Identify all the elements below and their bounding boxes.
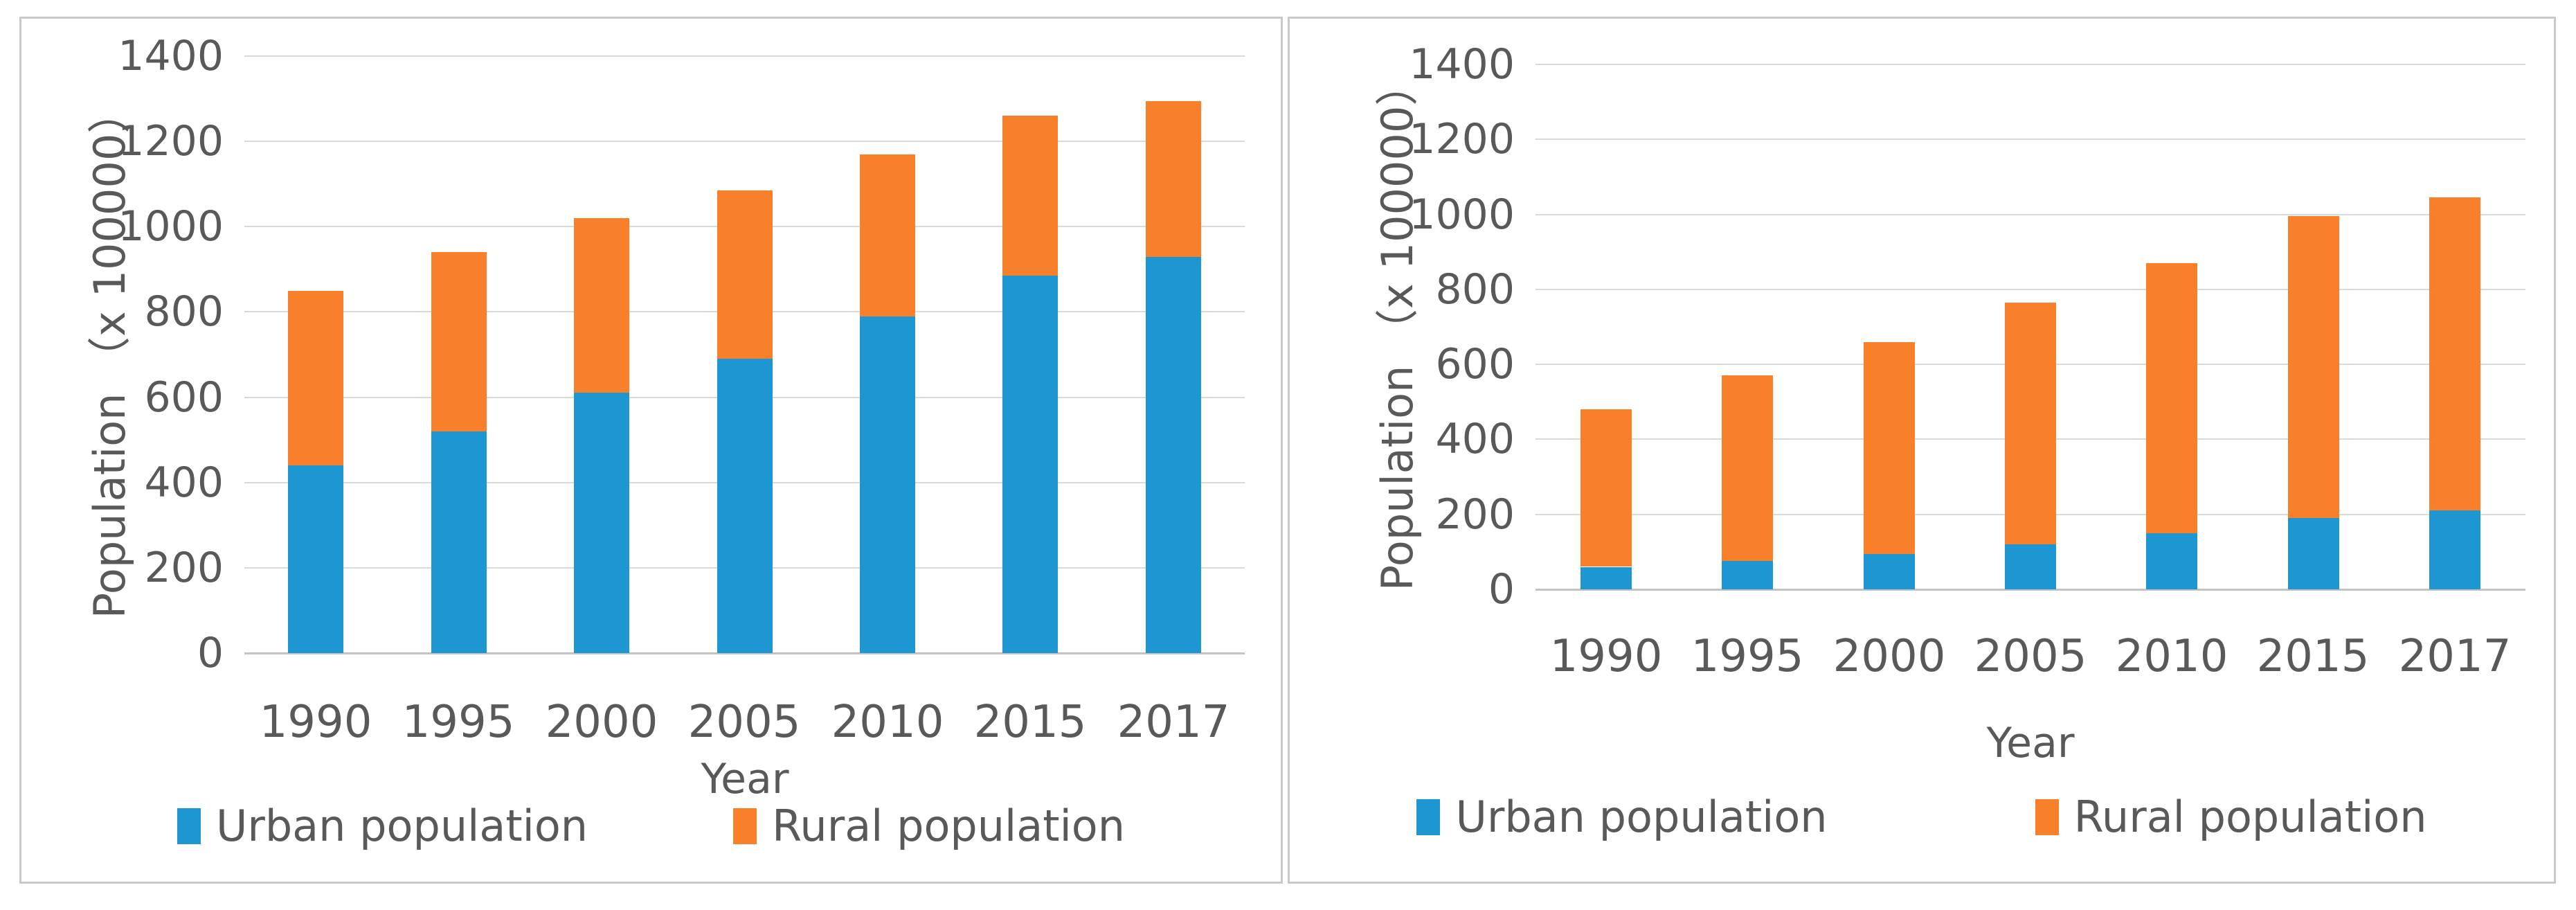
bar-rural-1990 [1580, 409, 1632, 566]
bar-urban-2000 [574, 393, 629, 653]
y-tick-label-0: 0 [197, 629, 224, 677]
y-tick-label-0: 0 [1488, 565, 1515, 614]
x-tick-label-2017: 2017 [1117, 697, 1230, 748]
x-tick-label-1990: 1990 [259, 697, 372, 748]
y-tick-label-400: 400 [144, 458, 224, 507]
x-tick-label-1995: 1995 [1691, 631, 1804, 682]
gridline-0 [244, 652, 1245, 654]
y-tick-label-600: 600 [1435, 340, 1515, 389]
gridline-1400 [244, 55, 1245, 57]
bar-rural-2017 [2429, 197, 2480, 510]
bar-rural-1995 [431, 252, 487, 431]
x-tick-label-2015: 2015 [973, 697, 1087, 748]
bar-rural-1995 [1722, 375, 1773, 561]
x-tick-label-2010: 2010 [831, 697, 944, 748]
left-legend-item-rural: Rural population [733, 802, 1125, 850]
left-legend: Urban population Rural population [21, 799, 1281, 854]
x-tick-label-2005: 2005 [1974, 631, 2087, 682]
bar-rural-2015 [1002, 116, 1058, 276]
bar-urban-2010 [2146, 533, 2197, 589]
y-tick-label-1000: 1000 [1409, 190, 1515, 239]
right-x-axis-title: Year [1986, 719, 2075, 767]
x-tick-label-1990: 1990 [1549, 631, 1663, 682]
left-legend-item-urban: Urban population [177, 802, 588, 850]
bar-urban-2017 [2429, 510, 2480, 589]
bar-urban-2017 [1146, 256, 1201, 653]
y-tick-label-400: 400 [1435, 415, 1515, 463]
right-legend-label-urban: Urban population [1455, 792, 1828, 842]
bar-urban-1995 [431, 431, 487, 653]
bar-rural-2000 [1864, 342, 1915, 554]
y-tick-label-800: 800 [1435, 265, 1515, 314]
y-tick-label-1000: 1000 [118, 202, 224, 251]
urban-series-swatch-icon [1416, 799, 1441, 835]
gridline-800 [1535, 289, 2525, 290]
gridline-1000 [1535, 214, 2525, 215]
y-tick-label-600: 600 [144, 373, 224, 422]
bar-rural-2005 [717, 190, 773, 359]
bar-rural-2010 [2146, 263, 2197, 533]
bar-rural-2005 [2005, 303, 2056, 544]
bar-urban-2005 [717, 359, 773, 653]
bar-urban-1990 [1580, 567, 1632, 589]
right-legend-item-urban: Urban population [1416, 792, 1828, 842]
x-tick-label-2005: 2005 [687, 697, 801, 748]
bar-urban-1990 [288, 465, 343, 653]
bar-rural-1990 [288, 291, 343, 465]
chart-panel-left: Population （x 100000） Year Urban populat… [19, 17, 1283, 884]
bar-urban-1995 [1722, 561, 1773, 589]
left-plot-area [244, 55, 1245, 654]
x-tick-label-2000: 2000 [1832, 631, 1946, 682]
x-tick-label-2000: 2000 [545, 697, 658, 748]
x-tick-label-2010: 2010 [2115, 631, 2228, 682]
bar-urban-2010 [860, 316, 915, 653]
right-legend-label-rural: Rural population [2073, 792, 2427, 842]
y-tick-label-800: 800 [144, 287, 224, 336]
right-plot-area [1535, 64, 2525, 591]
bar-urban-2005 [2005, 544, 2056, 589]
bar-rural-2017 [1146, 101, 1201, 257]
left-y-axis-title: Population （x 100000） [84, 90, 135, 619]
left-legend-label-urban: Urban population [215, 801, 588, 851]
x-tick-label-2015: 2015 [2256, 631, 2370, 682]
gridline-0 [1535, 589, 2525, 591]
y-tick-label-1200: 1200 [1409, 115, 1515, 163]
y-tick-label-1400: 1400 [1409, 40, 1515, 89]
bar-urban-2015 [2288, 518, 2339, 589]
urban-series-swatch-icon [177, 808, 201, 844]
bar-urban-2015 [1002, 276, 1058, 653]
bar-urban-2000 [1864, 554, 1915, 589]
gridline-1400 [1535, 64, 2525, 65]
left-legend-label-rural: Rural population [772, 801, 1126, 851]
y-tick-label-200: 200 [1435, 490, 1515, 539]
x-tick-label-1995: 1995 [402, 697, 515, 748]
gridline-1200 [1535, 139, 2525, 140]
bar-rural-2015 [2288, 216, 2339, 518]
gridline-1200 [244, 141, 1245, 142]
rural-series-swatch-icon [733, 808, 757, 844]
bar-rural-2000 [574, 218, 629, 393]
bar-rural-2010 [860, 154, 915, 316]
y-tick-label-1400: 1400 [118, 32, 224, 80]
rural-series-swatch-icon [2035, 799, 2059, 835]
y-tick-label-200: 200 [144, 544, 224, 592]
left-x-axis-title: Year [701, 755, 789, 803]
y-tick-label-1200: 1200 [118, 117, 224, 166]
right-legend-item-rural: Rural population [2035, 793, 2427, 841]
right-legend: Urban population Rural population [1290, 789, 2554, 845]
x-tick-label-2017: 2017 [2398, 631, 2512, 682]
chart-panel-right: Population （x 100000） Year Urban populat… [1288, 17, 2556, 884]
